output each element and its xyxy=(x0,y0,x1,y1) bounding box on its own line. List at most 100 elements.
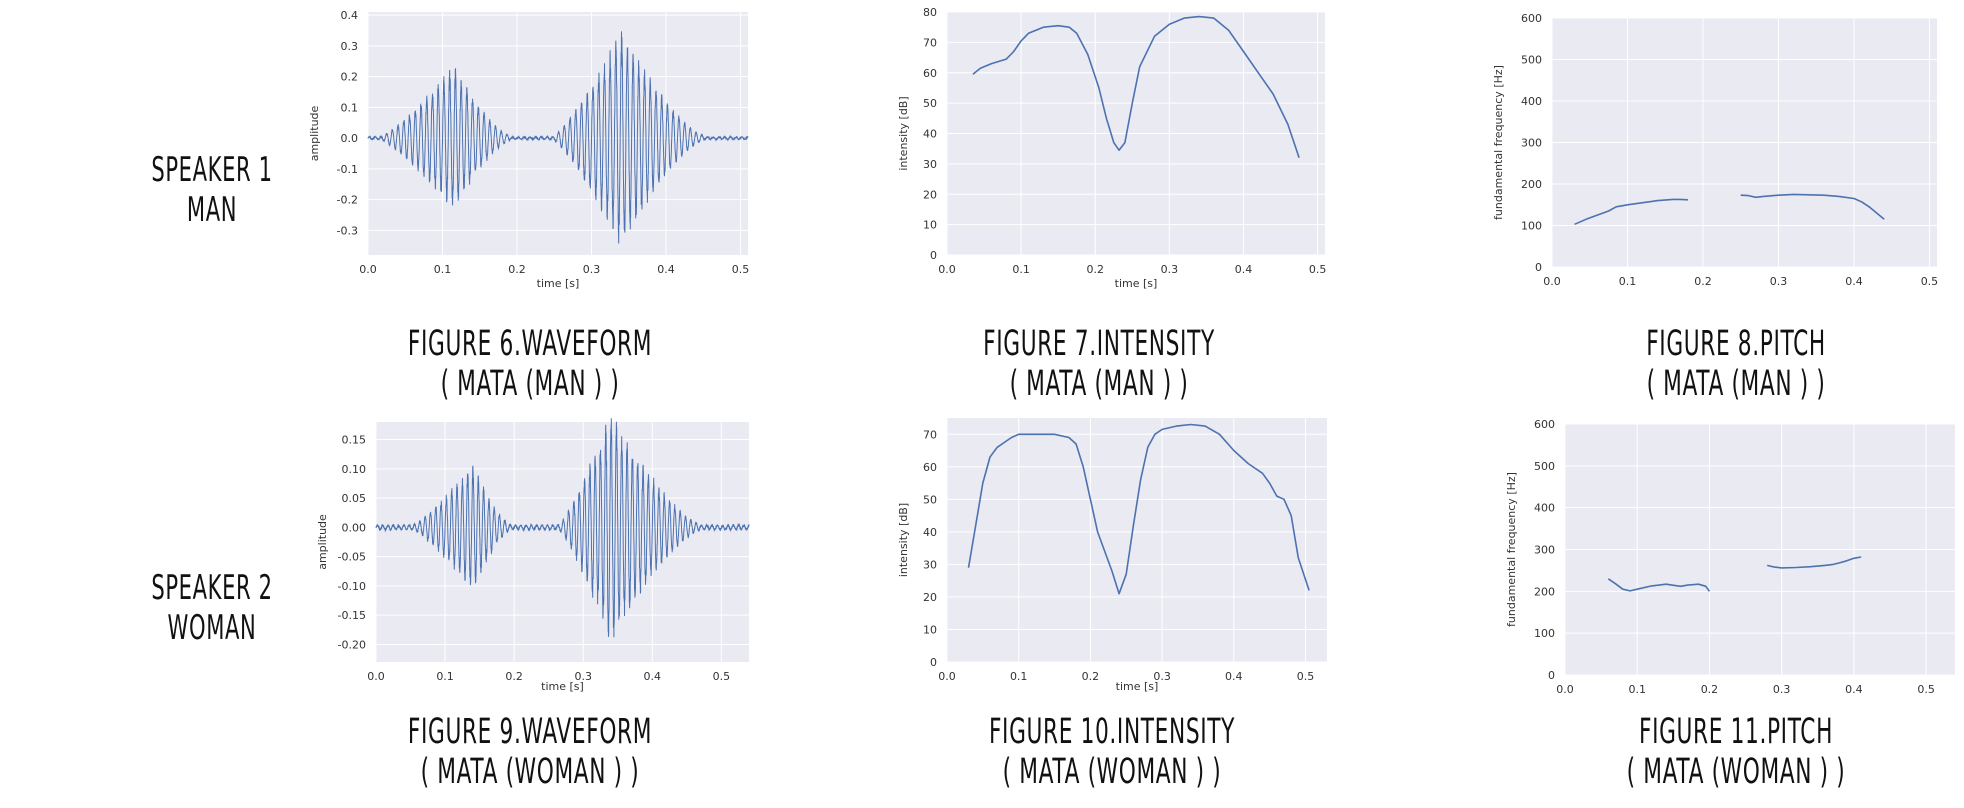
y-tick-label: 0.15 xyxy=(342,434,367,447)
y-tick-label: 300 xyxy=(1534,544,1555,557)
y-tick-label: 100 xyxy=(1534,627,1555,640)
series-line xyxy=(1574,198,1688,226)
x-tick-label: 0.0 xyxy=(1556,683,1574,696)
y-tick-label: 20 xyxy=(923,188,937,201)
y-tick-label: 0 xyxy=(1548,669,1555,682)
speaker-1-label: SPEAKER 1 MAN xyxy=(150,150,274,230)
x-tick-label: 0.2 xyxy=(1701,683,1719,696)
x-tick-label: 0.3 xyxy=(1770,275,1788,288)
caption-figure-10-subtitle: ( MATA (WOMAN ) ) xyxy=(1002,752,1222,792)
y-tick-label: 600 xyxy=(1521,12,1542,25)
chart-2: 0.0 0.1 0.2 0.3 0.4 0.5 0 10 20 30 40 50 60 70 80 time … xyxy=(897,6,1326,290)
speaker-2-line2: WOMAN xyxy=(167,608,257,648)
caption-figure-11-subtitle: ( MATA (WOMAN ) ) xyxy=(1626,752,1846,792)
y-tick-label: 500 xyxy=(1534,460,1555,473)
x-tick-label: 0.4 xyxy=(657,263,675,276)
x-tick-label: 0.3 xyxy=(583,263,601,276)
caption-figure-8-subtitle: ( MATA (MAN ) ) xyxy=(1646,364,1826,404)
caption-figure-10-title: FIGURE 10.INTENSITY xyxy=(988,712,1236,752)
caption-figure-6-title: FIGURE 6.WAVEFORM xyxy=(407,324,653,364)
y-axis-label: intensity [dB] xyxy=(897,503,910,577)
x-tick-label: 0.3 xyxy=(574,670,592,683)
x-tick-label: 0.3 xyxy=(1153,670,1171,683)
x-tick-label: 0.5 xyxy=(1297,670,1315,683)
x-tick-label: 0.1 xyxy=(1012,263,1030,276)
x-tick-label: 0.4 xyxy=(644,670,662,683)
caption-figure-7-title: FIGURE 7.INTENSITY xyxy=(983,324,1215,364)
waveform-signal xyxy=(375,418,750,638)
caption-figure-9: FIGURE 9.WAVEFORM ( MATA (WOMAN ) ) xyxy=(369,712,691,792)
y-tick-label: -0.3 xyxy=(337,224,358,237)
y-tick-label: 0.00 xyxy=(342,521,367,534)
y-tick-label: 600 xyxy=(1534,418,1555,431)
y-tick-label: 20 xyxy=(923,591,937,604)
y-axis-label: fundamental frequency [Hz] xyxy=(1505,472,1518,627)
y-tick-label: 0.3 xyxy=(341,40,359,53)
y-tick-label: -0.20 xyxy=(338,638,366,651)
x-tick-label: 0.0 xyxy=(1543,275,1561,288)
y-tick-label: 70 xyxy=(923,428,937,441)
x-tick-label: 0.3 xyxy=(1161,263,1179,276)
y-tick-label: 40 xyxy=(923,526,937,539)
x-axis-label: time [s] xyxy=(1115,277,1158,290)
x-tick-label: 0.5 xyxy=(1309,263,1327,276)
x-tick-label: 0.0 xyxy=(359,263,377,276)
x-tick-label: 0.5 xyxy=(732,263,750,276)
y-tick-label: 0 xyxy=(930,656,937,669)
series-line xyxy=(1767,556,1862,569)
speaker-1-line2: MAN xyxy=(186,190,238,230)
y-tick-label: -0.15 xyxy=(338,609,366,622)
series-line xyxy=(1740,193,1885,220)
x-tick-label: 0.2 xyxy=(1082,670,1100,683)
x-tick-label: 0.1 xyxy=(434,263,452,276)
caption-figure-7-subtitle: ( MATA (MAN ) ) xyxy=(1009,364,1189,404)
series-line xyxy=(972,15,1300,159)
x-tick-label: 0.1 xyxy=(1010,670,1028,683)
y-tick-label: 10 xyxy=(923,219,937,232)
y-tick-label: 500 xyxy=(1521,54,1542,67)
y-tick-label: 0.0 xyxy=(341,132,359,145)
caption-figure-11: FIGURE 11.PITCH ( MATA (WOMAN ) ) xyxy=(1575,712,1897,792)
y-tick-label: 80 xyxy=(923,6,937,19)
y-tick-label: 0.10 xyxy=(342,463,367,476)
caption-figure-10: FIGURE 10.INTENSITY ( MATA (WOMAN ) ) xyxy=(951,712,1273,792)
x-tick-label: 0.0 xyxy=(938,670,956,683)
y-tick-label: 10 xyxy=(923,623,937,636)
plot-area xyxy=(947,418,1327,662)
y-tick-label: 200 xyxy=(1521,178,1542,191)
x-axis-label: time [s] xyxy=(1116,680,1159,693)
x-tick-label: 0.0 xyxy=(938,263,956,276)
y-tick-label: -0.10 xyxy=(338,580,366,593)
series-line xyxy=(1607,578,1711,592)
caption-figure-7: FIGURE 7.INTENSITY ( MATA (MAN ) ) xyxy=(938,324,1260,404)
y-axis-label: fundamental frequency [Hz] xyxy=(1492,65,1505,220)
y-axis-label: intensity [dB] xyxy=(897,96,910,170)
y-tick-label: 400 xyxy=(1521,95,1542,108)
y-tick-label: 0 xyxy=(1535,261,1542,274)
x-tick-label: 0.2 xyxy=(505,670,523,683)
x-tick-label: 0.4 xyxy=(1845,683,1863,696)
y-tick-label: 0.05 xyxy=(342,492,367,505)
waveform-signal xyxy=(367,31,749,244)
x-tick-label: 0.2 xyxy=(1694,275,1712,288)
y-tick-label: 70 xyxy=(923,36,937,49)
x-tick-label: 0.2 xyxy=(1086,263,1104,276)
y-tick-label: 100 xyxy=(1521,220,1542,233)
x-tick-label: 0.5 xyxy=(1921,275,1939,288)
x-tick-label: 0.4 xyxy=(1225,670,1243,683)
x-tick-label: 0.4 xyxy=(1235,263,1253,276)
x-tick-label: 0.2 xyxy=(508,263,526,276)
chart-6: 0.0 0.1 0.2 0.3 0.4 0.5 0 100 200 300 400 500 600 fun… xyxy=(1505,418,1955,696)
x-tick-label: 0.5 xyxy=(1917,683,1935,696)
x-tick-label: 0.5 xyxy=(713,670,731,683)
y-tick-label: 0.4 xyxy=(341,9,359,22)
caption-figure-6-subtitle: ( MATA (MAN ) ) xyxy=(440,364,620,404)
y-tick-label: 400 xyxy=(1534,502,1555,515)
y-tick-label: 50 xyxy=(923,97,937,110)
speaker-2-line1: SPEAKER 2 xyxy=(151,568,273,608)
y-tick-label: 0 xyxy=(930,249,937,262)
y-axis-label: amplitude xyxy=(316,514,329,570)
y-tick-label: 300 xyxy=(1521,137,1542,150)
